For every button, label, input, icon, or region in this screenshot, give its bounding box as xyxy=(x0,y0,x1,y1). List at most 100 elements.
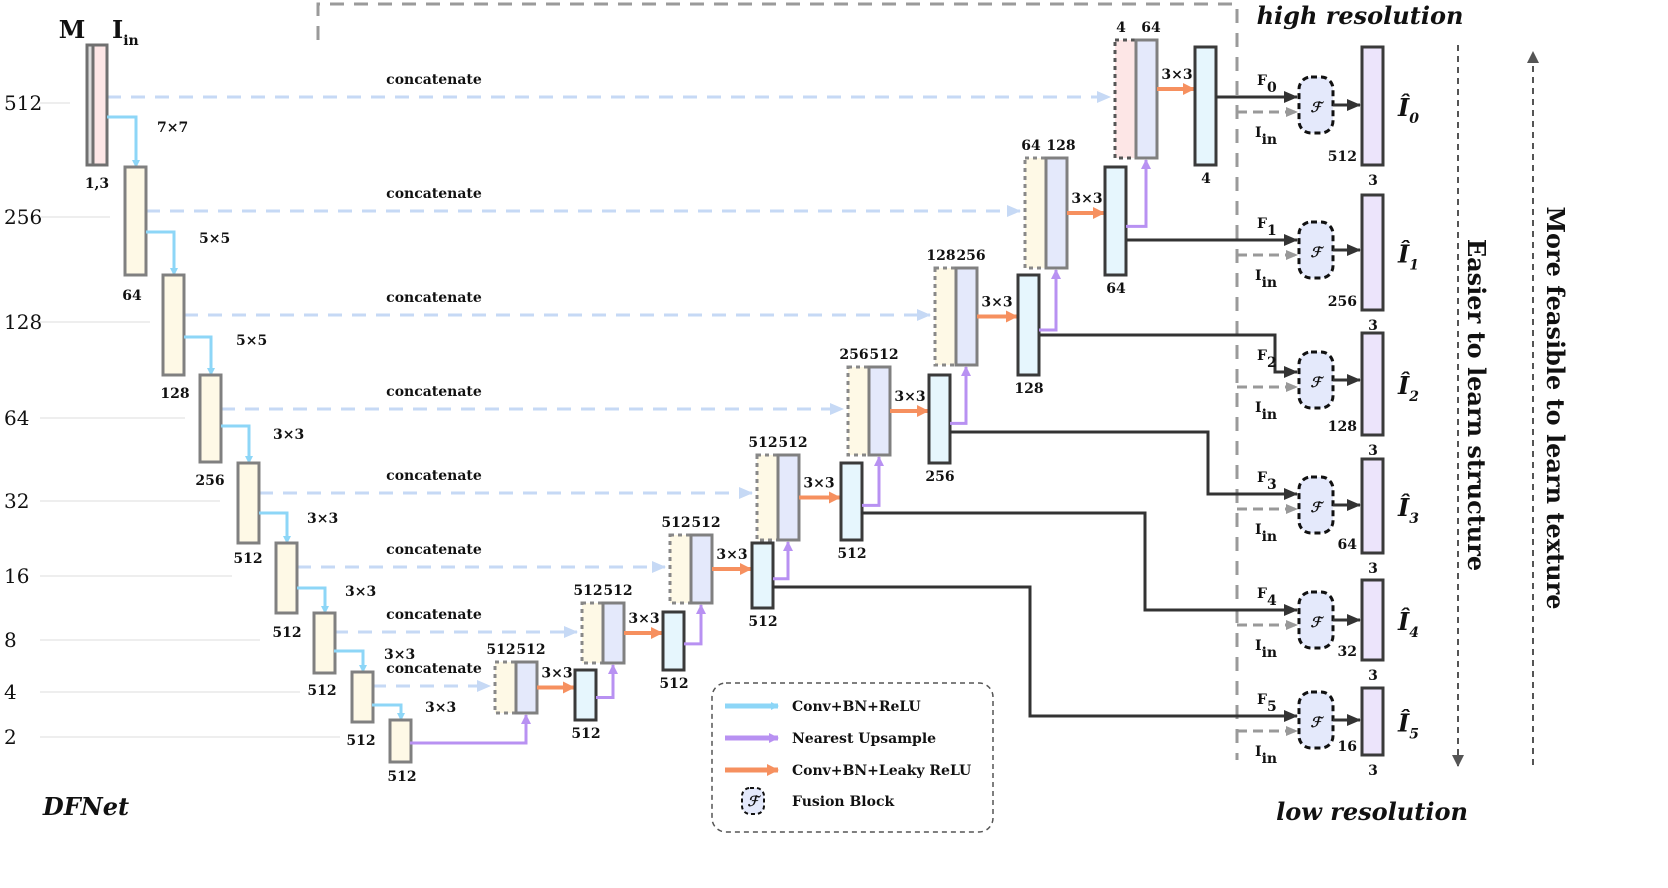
decoder-block xyxy=(1193,45,1218,167)
encoder-channels-label: 256 xyxy=(195,473,224,489)
concat-channels-label: 64 xyxy=(1021,138,1041,154)
concat-channels-label: 256 xyxy=(839,347,868,363)
decoder-channels-label: 512 xyxy=(837,546,866,562)
skip-feature-block xyxy=(1023,156,1048,270)
kernel-label: 3×3 xyxy=(716,547,747,563)
encoder-block xyxy=(388,718,413,764)
concat-channels-label: 512 xyxy=(516,642,545,658)
input-label: Iin xyxy=(1255,522,1277,545)
conv-relu-arrow xyxy=(184,335,215,376)
kernel-label: 7×7 xyxy=(157,120,188,136)
kernel-label: 3×3 xyxy=(541,666,572,682)
decoder-block xyxy=(1103,165,1128,277)
output-image-label: Î1 xyxy=(1397,240,1419,274)
concat-channels-label: 256 xyxy=(956,248,985,264)
output-channels-label: 3 xyxy=(1368,763,1378,779)
feature-arrow-F2 xyxy=(1040,333,1298,378)
encoder-block xyxy=(198,373,223,464)
encoder-channels-label: 512 xyxy=(272,625,301,641)
concatenate-label: concatenate xyxy=(386,607,482,623)
scale-label-32: 32 xyxy=(4,489,29,513)
upsample-arrow xyxy=(410,714,531,745)
kernel-label: 3×3 xyxy=(384,647,415,663)
concat-channels-label: 512 xyxy=(603,583,632,599)
decoder-block xyxy=(927,373,952,465)
kernel-label: 3×3 xyxy=(1071,191,1102,207)
concatenate-label: concatenate xyxy=(386,468,482,484)
conv-relu-arrow xyxy=(221,424,253,464)
upsampled-feature-block xyxy=(1134,38,1159,160)
legend-fusion-icon xyxy=(741,787,765,815)
feature-arrow-F5 xyxy=(772,585,1298,722)
fusion-symbol: ℱ xyxy=(1310,615,1324,631)
output-size-label: 128 xyxy=(1328,419,1357,435)
output-image-block xyxy=(1360,578,1385,662)
decoder-block xyxy=(750,541,775,610)
fusion-symbol: ℱ xyxy=(1310,375,1324,391)
upsampled-feature-block xyxy=(776,453,801,542)
decoder-channels-label: 64 xyxy=(1106,281,1126,297)
structure-label: Easier to learn structure xyxy=(1462,239,1491,571)
output-channels-label: 3 xyxy=(1368,561,1378,577)
input-label: Iin xyxy=(1255,638,1277,661)
output-image-label: Î3 xyxy=(1397,493,1419,527)
encoder-block xyxy=(350,670,375,724)
concat-channels-label: 128 xyxy=(1046,138,1075,154)
scale-label-64: 64 xyxy=(4,406,29,430)
input-channels-label: 1,3 xyxy=(85,176,109,192)
upsample-arrow xyxy=(1126,159,1151,228)
kernel-label: 3×3 xyxy=(803,476,834,492)
legend-label: Fusion Block xyxy=(792,794,894,810)
low-resolution-label: low resolution xyxy=(1276,797,1468,826)
kernel-label: 5×5 xyxy=(199,231,230,247)
decoder-block xyxy=(1016,273,1041,377)
kernel-label: 3×3 xyxy=(425,700,456,716)
input-label: Iin xyxy=(1255,400,1277,423)
decoder-block xyxy=(573,668,598,722)
output-size-label: 512 xyxy=(1328,149,1357,165)
upsampled-feature-block xyxy=(601,601,626,665)
encoder-block xyxy=(274,541,299,615)
feature-label: F3 xyxy=(1257,470,1277,493)
skip-feature-block xyxy=(668,533,693,605)
scale-label-2: 2 xyxy=(4,725,17,749)
kernel-label: 3×3 xyxy=(345,584,376,600)
texture-label: More feasible to learn texture xyxy=(1541,206,1570,609)
scale-label-16: 16 xyxy=(4,564,29,588)
decoder-channels-label: 256 xyxy=(925,469,954,485)
dfnet-title: DFNet xyxy=(42,792,129,821)
decoder-channels-label: 512 xyxy=(748,614,777,630)
skip-feature-block xyxy=(846,365,871,457)
encoder-channels-label: 512 xyxy=(387,769,416,785)
output-size-label: 64 xyxy=(1338,537,1358,553)
decoder-channels-label: 128 xyxy=(1014,381,1043,397)
legend-box xyxy=(711,682,994,833)
encoder-block xyxy=(312,611,337,675)
skip-feature-block xyxy=(580,601,605,665)
feature-arrow-F4 xyxy=(861,511,1298,616)
input-label: Iin xyxy=(1255,268,1277,291)
conv-relu-arrow xyxy=(334,649,367,673)
input-label: Iin xyxy=(1255,125,1277,148)
feature-label: F2 xyxy=(1257,348,1277,371)
concat-channels-label: 4 xyxy=(1116,20,1126,36)
output-image-block xyxy=(1360,686,1385,757)
output-channels-label: 3 xyxy=(1368,443,1378,459)
output-channels-label: 3 xyxy=(1368,668,1378,684)
encoder-channels-label: 128 xyxy=(160,386,189,402)
concat-channels-label: 128 xyxy=(926,248,955,264)
kernel-label: 3×3 xyxy=(981,295,1012,311)
concat-channels-label: 512 xyxy=(778,435,807,451)
fusion-symbol: ℱ xyxy=(1310,715,1324,731)
output-image-block xyxy=(1360,457,1385,555)
concat-channels-label: 512 xyxy=(573,583,602,599)
scale-label-8: 8 xyxy=(4,628,17,652)
concatenate-label: concatenate xyxy=(386,186,482,202)
conv-relu-arrow xyxy=(259,511,291,544)
output-image-block xyxy=(1360,331,1385,437)
concat-channels-label: 512 xyxy=(661,515,690,531)
image-input-block xyxy=(91,43,109,167)
conv-relu-arrow xyxy=(372,703,405,721)
legend-label: Conv+BN+Leaky ReLU xyxy=(792,763,971,779)
